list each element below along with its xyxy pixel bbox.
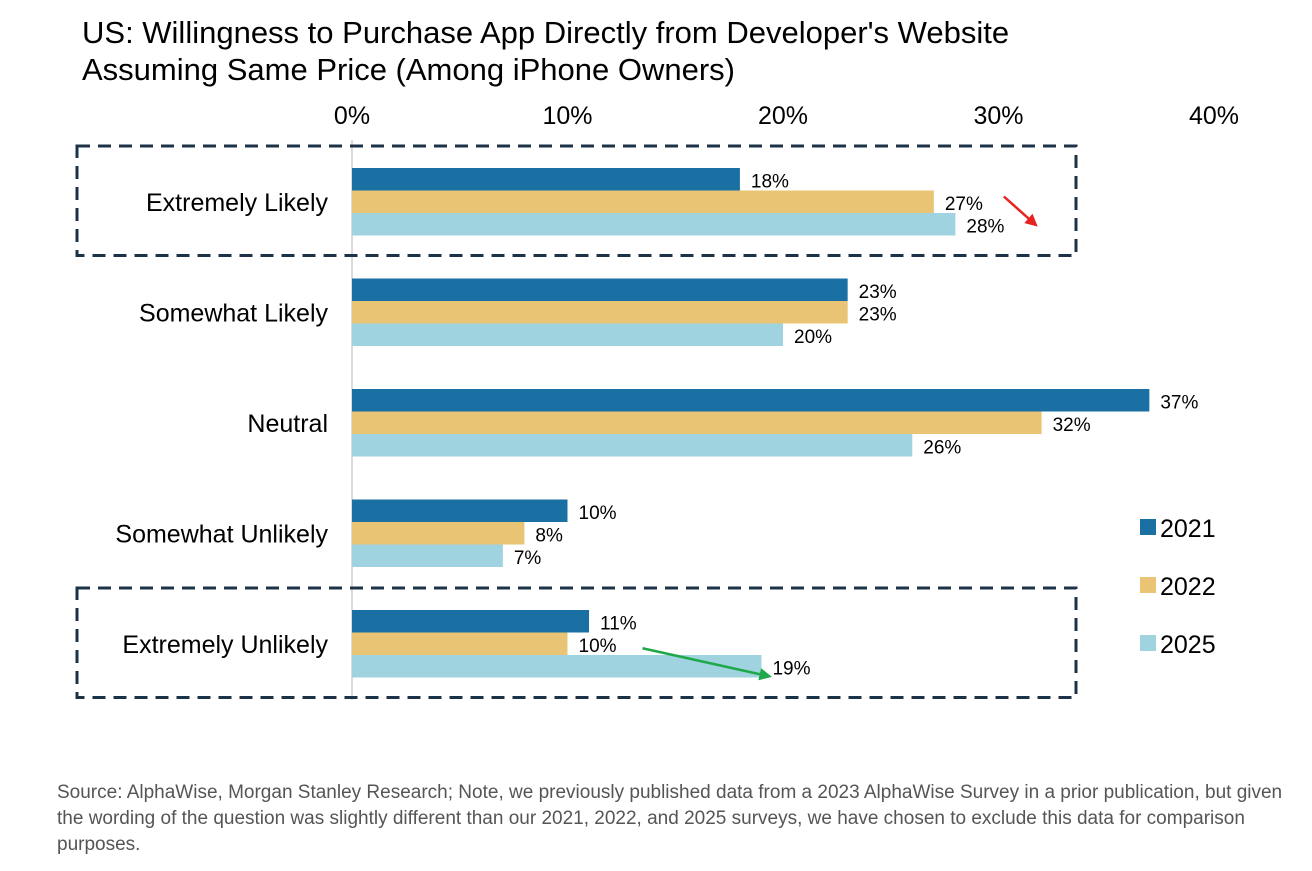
bar-somewhat-likely-2022 (352, 301, 848, 324)
bar-somewhat-unlikely-2025 (352, 544, 503, 567)
trend-arrow-extremely-likely (1003, 195, 1038, 227)
highlight-box-extremely-likely (75, 144, 1078, 257)
bars (352, 168, 1150, 678)
source-note: Source: AlphaWise, Morgan Stanley Resear… (57, 782, 1283, 855)
bar-extremely-unlikely-2022 (352, 632, 568, 655)
x-tick-label-40: 40% (1189, 102, 1239, 130)
bar-extremely-likely-2021 (352, 168, 740, 191)
legend-swatch-2025 (1140, 635, 1156, 651)
value-label-extremely-unlikely-2025: 19% (772, 659, 810, 680)
category-label-extremely-unlikely: Extremely Unlikely (122, 631, 328, 659)
category-label-somewhat-unlikely: Somewhat Unlikely (115, 520, 328, 548)
highlight-boxes (75, 144, 1078, 699)
legend-label-2022: 2022 (1160, 573, 1216, 601)
trend-arrows (642, 195, 1038, 681)
legend-swatch-2021 (1140, 519, 1156, 535)
chart-title-line-1: US: Willingness to Purchase App Directly… (82, 15, 1010, 50)
bar-extremely-likely-2022 (352, 190, 934, 213)
chart-title-line-2: Assuming Same Price (Among iPhone Owners… (82, 52, 735, 87)
chart-title: US: Willingness to Purchase App Directly… (82, 14, 1232, 88)
bar-chart: 0% 10% 20% 30% 40% Extremely Likely 18% 27%28%… (75, 102, 1239, 700)
highlight-box-extremely-unlikely (75, 586, 1078, 699)
bar-somewhat-unlikely-2021 (352, 499, 568, 522)
value-label-neutral-2021: 37% (1160, 393, 1198, 414)
category-label-extremely-likely: Extremely Likely (146, 189, 328, 217)
value-label-extremely-unlikely-2022: 10% (579, 636, 617, 657)
value-label-neutral-2025: 26% (923, 438, 961, 459)
bar-neutral-2022 (352, 411, 1042, 434)
category-label-somewhat-likely: Somewhat Likely (139, 299, 328, 327)
x-tick-label-30: 30% (973, 102, 1023, 130)
x-tick-label-0: 0% (334, 102, 370, 130)
x-tick-label-10: 10% (542, 102, 592, 130)
value-label-somewhat-likely-2025: 20% (794, 327, 832, 348)
legend: 2021 2022 2025 (1140, 515, 1216, 659)
bar-extremely-unlikely-2021 (352, 610, 590, 633)
value-label-extremely-unlikely-2021: 11% (600, 614, 637, 635)
value-label-somewhat-unlikely-2022: 8% (535, 526, 563, 547)
value-label-somewhat-likely-2022: 23% (859, 305, 897, 326)
x-tick-label-20: 20% (758, 102, 808, 130)
value-label-extremely-likely-2022: 27% (945, 194, 983, 215)
value-label-neutral-2022: 32% (1053, 415, 1091, 436)
value-label-extremely-likely-2021: 18% (751, 172, 789, 193)
category-label-neutral: Neutral (247, 410, 328, 438)
x-axis-ticks: 0% 10% 20% 30% 40% (334, 102, 1239, 130)
bar-somewhat-likely-2025 (352, 323, 783, 346)
trend-arrow-extremely-unlikely (642, 647, 772, 681)
value-label-somewhat-unlikely-2025: 7% (514, 548, 542, 569)
bar-extremely-likely-2025 (352, 213, 956, 236)
legend-swatch-2022 (1140, 577, 1156, 593)
bar-neutral-2025 (352, 434, 913, 457)
bar-somewhat-likely-2021 (352, 278, 848, 301)
legend-label-2025: 2025 (1160, 631, 1216, 659)
value-label-extremely-likely-2025: 28% (966, 217, 1004, 238)
labels: Extremely Likely 18% 27%28% Somewhat Likely… (115, 172, 1198, 680)
value-label-somewhat-likely-2021: 23% (859, 282, 897, 303)
bar-extremely-unlikely-2025 (352, 655, 762, 678)
bar-somewhat-unlikely-2022 (352, 522, 525, 545)
bar-neutral-2021 (352, 389, 1150, 412)
legend-label-2021: 2021 (1160, 515, 1216, 543)
value-label-somewhat-unlikely-2021: 10% (579, 503, 617, 524)
